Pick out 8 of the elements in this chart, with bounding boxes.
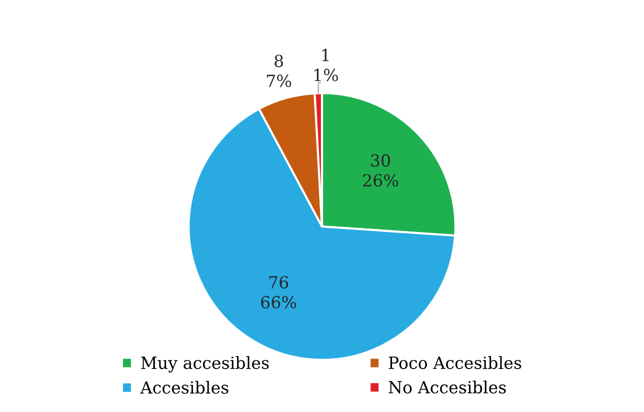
legend-label: Accesibles (140, 380, 228, 394)
legend-label: Muy accesibles (141, 356, 269, 373)
legend-label: Poco Accesibles (388, 356, 522, 370)
data-label: 30 26% (363, 154, 398, 187)
data-label: 76 66% (261, 276, 296, 309)
data-label: 1 1% (314, 48, 338, 82)
legend-label: No Accesibles (388, 380, 506, 394)
data-label: 8 7% (266, 54, 292, 88)
